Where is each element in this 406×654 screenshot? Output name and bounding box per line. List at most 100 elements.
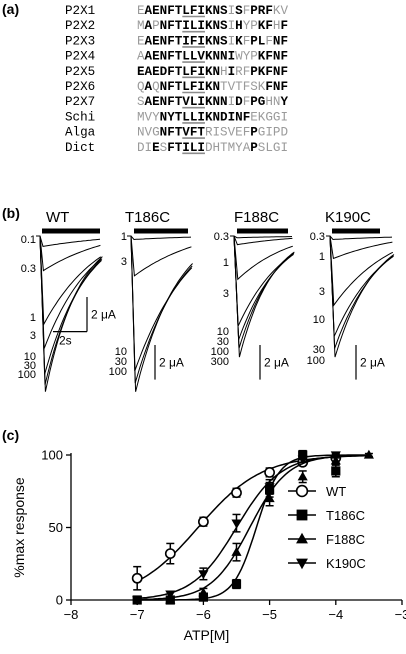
- panel-b-label: (b): [2, 205, 20, 221]
- residue: N: [160, 80, 168, 94]
- residue: Y: [243, 50, 251, 64]
- concentration-label: 0.3: [21, 263, 36, 275]
- legend-label: F188C: [326, 532, 365, 547]
- residue: N: [160, 19, 168, 33]
- residue: I: [280, 110, 288, 124]
- residue: D: [160, 65, 168, 79]
- residue: F: [190, 126, 198, 140]
- sequence-name: P2X2: [65, 19, 95, 33]
- concentration-label: 100: [109, 366, 127, 378]
- residue: E: [137, 65, 145, 79]
- residue: L: [190, 19, 198, 33]
- residue: N: [220, 95, 228, 109]
- residue: I: [213, 126, 221, 140]
- data-point-k190c: [198, 570, 209, 580]
- concentration-label: 3: [121, 256, 127, 268]
- current-trace: [230, 235, 293, 281]
- residue: T: [175, 65, 183, 79]
- current-trace: [230, 235, 295, 349]
- concentration-label: 100: [18, 369, 36, 381]
- residue: V: [228, 126, 236, 140]
- residue: G: [258, 126, 266, 140]
- data-point-k190c: [132, 596, 143, 606]
- residue: F: [243, 34, 251, 48]
- residue: S: [220, 126, 228, 140]
- residue: F: [167, 65, 175, 79]
- current-trace: [36, 235, 101, 272]
- concentration-label: 100: [211, 346, 229, 358]
- residue: N: [213, 80, 221, 94]
- data-point-wt: [164, 548, 176, 559]
- residue: H: [265, 95, 273, 109]
- residue: I: [197, 19, 205, 33]
- residue: A: [145, 50, 153, 64]
- residue: P: [250, 34, 258, 48]
- residue: A: [145, 19, 153, 33]
- residue: K: [235, 34, 243, 48]
- residue: T: [175, 141, 183, 155]
- current-scale-label: 2 μA: [264, 355, 289, 369]
- residue: K: [205, 19, 213, 33]
- concentration-label: 10: [115, 346, 127, 358]
- current-trace: [127, 235, 192, 277]
- residue: F: [243, 65, 251, 79]
- y-tick-label: 100: [41, 448, 63, 463]
- residue: D: [137, 141, 145, 155]
- residue: D: [220, 110, 228, 124]
- residue: N: [213, 110, 221, 124]
- concentration-label: 30: [217, 336, 229, 348]
- concentration-label: 30: [115, 356, 127, 368]
- residue: Y: [235, 141, 243, 155]
- concentration-label: 10: [313, 314, 325, 326]
- residue: E: [137, 34, 145, 48]
- residue: F: [265, 50, 273, 64]
- residue: V: [280, 4, 288, 18]
- trace-title: T186C: [125, 209, 170, 226]
- residue: F: [280, 65, 288, 79]
- current-trace: [127, 235, 193, 392]
- residue: N: [213, 65, 221, 79]
- concentration-label: 0.3: [214, 231, 229, 243]
- sequence-name: P2X4: [65, 50, 95, 64]
- y-tick-label: 50: [49, 520, 63, 535]
- residue: Y: [243, 19, 251, 33]
- residue: I: [228, 110, 236, 124]
- data-point-k190c: [264, 483, 275, 493]
- residue: M: [137, 110, 145, 124]
- residue: T: [175, 34, 183, 48]
- residue: N: [235, 110, 243, 124]
- residue: E: [152, 4, 160, 18]
- residue: N: [220, 50, 228, 64]
- residue: T: [175, 80, 183, 94]
- legend-marker: [295, 484, 309, 498]
- residue: N: [273, 34, 281, 48]
- residue: D: [205, 141, 213, 155]
- residue: I: [197, 141, 205, 155]
- residue: F: [167, 126, 175, 140]
- residue: S: [220, 4, 228, 18]
- residue: L: [190, 50, 198, 64]
- residue: F: [243, 126, 251, 140]
- data-point-t186c: [298, 450, 308, 460]
- residue: K: [205, 50, 213, 64]
- current-trace: [326, 235, 395, 358]
- residue: T: [197, 126, 205, 140]
- concentration-label: 3: [30, 330, 36, 342]
- trace-title: K190C: [325, 209, 371, 226]
- dose-response-plot: −8 −7 −6 −5 −4 −3 0 50 100 ATP[M] %max response WT T…: [11, 448, 406, 644]
- residue: I: [228, 34, 236, 48]
- data-point-f188c: [297, 471, 308, 481]
- data-point-t186c: [231, 579, 242, 589]
- residue: R: [235, 65, 243, 79]
- x-tick-label: −7: [130, 607, 145, 622]
- residue: T: [175, 126, 183, 140]
- residue: I: [197, 34, 205, 48]
- residue: K: [205, 4, 213, 18]
- residue: T: [175, 95, 183, 109]
- residue: D: [280, 126, 288, 140]
- fit-curve-k190c: [137, 454, 369, 600]
- sequence-name: Alga: [65, 126, 96, 140]
- residue: F: [190, 34, 198, 48]
- current-trace: [36, 235, 103, 392]
- x-tick-label: −5: [262, 607, 277, 622]
